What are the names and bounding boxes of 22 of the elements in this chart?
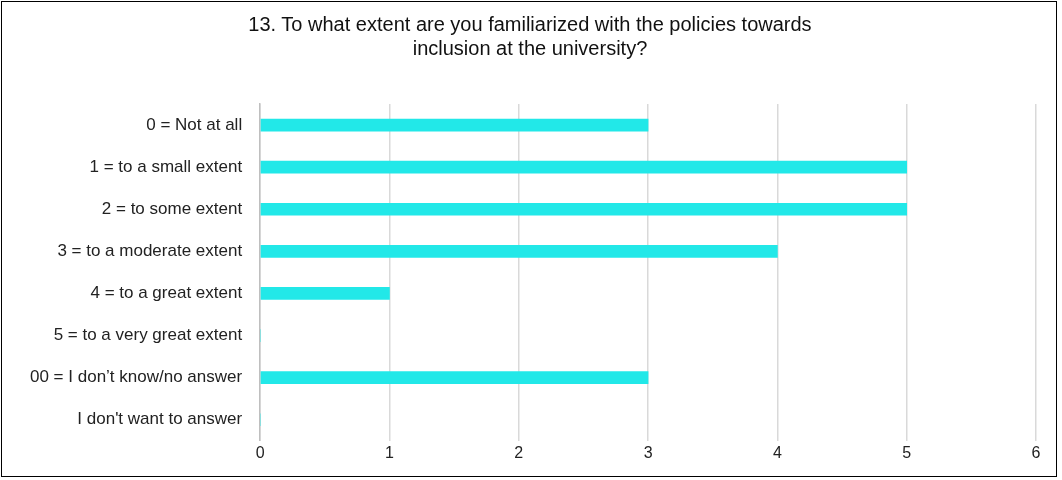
bar <box>260 287 390 300</box>
y-tick-label: 3 = to a moderate extent <box>57 241 243 261</box>
bar <box>260 118 649 132</box>
y-tick-label: I don't want to answer <box>77 409 243 429</box>
x-tick-label: 5 <box>902 443 912 461</box>
chart-title: 13. To what extent are you familiarized with the policies towards inclusion at the university? <box>247 12 813 60</box>
x-tick-label: 6 <box>1031 443 1041 461</box>
y-tick-label: 0 = Not at all <box>146 114 243 134</box>
y-tick-label: 2 = to some extent <box>101 198 243 218</box>
bar <box>260 245 778 258</box>
x-tick-label: 1 <box>385 443 395 461</box>
bar <box>260 160 908 174</box>
bar <box>260 202 908 216</box>
bar <box>260 371 649 384</box>
x-tick-label: 2 <box>514 443 524 461</box>
y-tick-label: 1 = to a small extent <box>89 156 243 176</box>
y-tick-label: 5 = to a very great extent <box>53 325 243 345</box>
x-tick-label: 4 <box>772 443 782 461</box>
x-tick-label: 3 <box>643 443 653 461</box>
y-tick-label: 4 = to a great extent <box>90 283 243 303</box>
x-tick-label: 0 <box>255 443 265 461</box>
y-tick-label: 00 = I don’t know/no answer <box>29 367 243 387</box>
